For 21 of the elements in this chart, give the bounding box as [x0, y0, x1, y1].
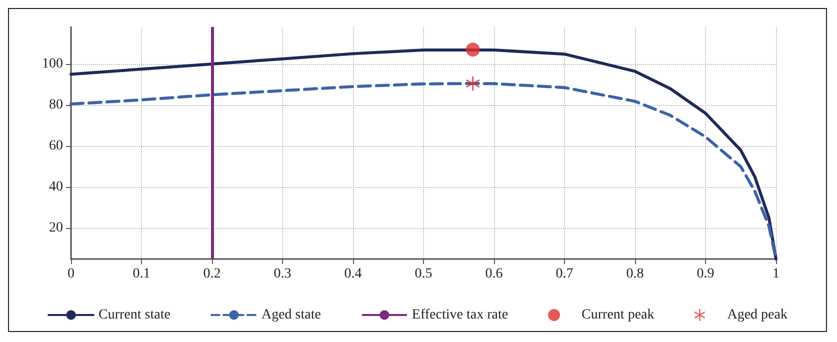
y-tick-label: 100 [42, 56, 63, 72]
x-tick-label: 0.2 [203, 266, 221, 282]
y-tick-label: 40 [49, 180, 63, 195]
x-tick-label: 0.7 [556, 266, 574, 282]
x-tick-label: 0.6 [485, 266, 503, 282]
legend-label: Aged state [261, 308, 321, 322]
x-tick-label: 0.3 [274, 266, 292, 282]
legend-label: Current state [98, 308, 170, 322]
x-tick-label: 1 [772, 266, 780, 282]
legend-label: Aged peak [727, 308, 788, 322]
y-tick-label: 20 [49, 220, 63, 236]
x-tick-label: 0.9 [696, 266, 714, 282]
x-tick-label: 0.1 [132, 266, 150, 282]
y-tick-label: 80 [49, 98, 63, 113]
x-tick-label: 0 [68, 266, 74, 282]
legend-label: Current peak [582, 308, 654, 322]
x-tick-label: 0.5 [414, 266, 432, 282]
y-tick-label: 60 [49, 138, 63, 154]
x-tick-label: 0.8 [626, 266, 644, 282]
x-tick-label: 0.4 [344, 266, 362, 282]
legend-label: Effective tax rate [412, 308, 508, 322]
